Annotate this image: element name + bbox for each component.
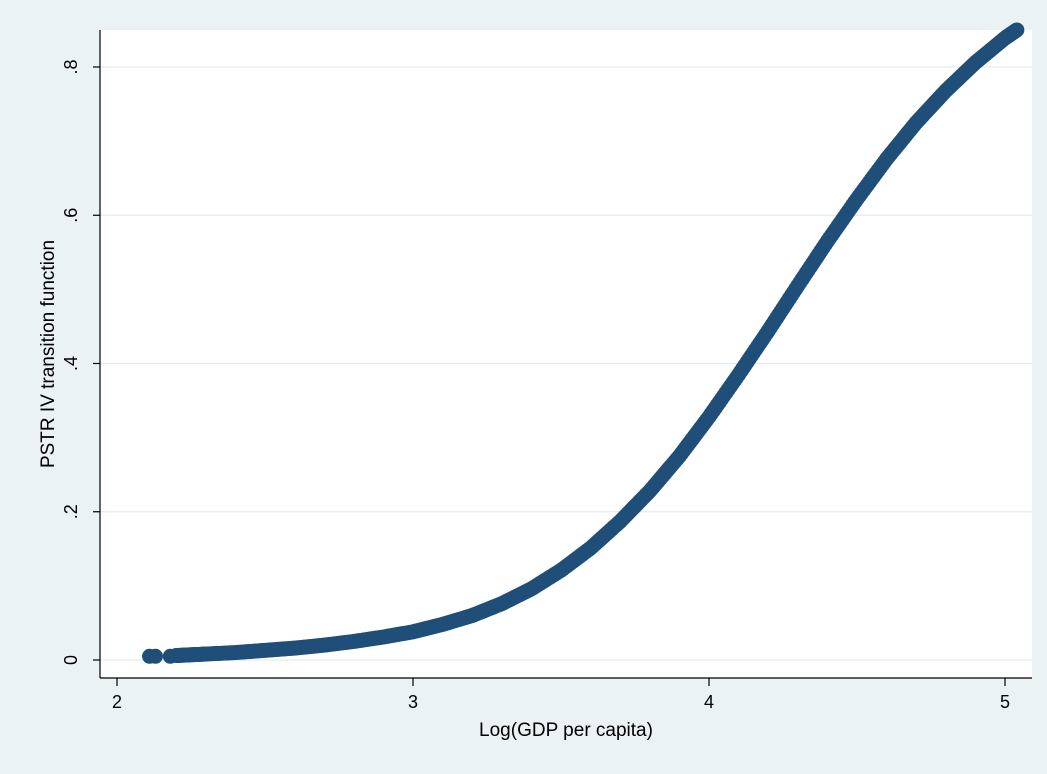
x-tick-label-0: 2 xyxy=(112,692,122,712)
y-tick-label-3: .6 xyxy=(61,208,81,223)
plot-area xyxy=(100,30,1032,678)
x-axis-label: Log(GDP per capita) xyxy=(479,720,653,741)
axis-layer xyxy=(99,30,1032,679)
y-tick-label-2: .4 xyxy=(61,356,81,371)
y-tick-label-0: 0 xyxy=(61,655,81,665)
data-point xyxy=(147,648,163,664)
x-tick-label-1: 3 xyxy=(408,692,418,712)
grid-layer xyxy=(100,66,1032,661)
data-point xyxy=(1009,22,1025,38)
y-tick-label-4: .8 xyxy=(61,59,81,74)
x-tick-label-2: 4 xyxy=(704,692,714,712)
point-layer xyxy=(142,22,1025,664)
y-axis-label: PSTR IV transition function xyxy=(38,240,59,468)
x-tick-label-3: 5 xyxy=(1000,692,1010,712)
y-tick-label-1: .2 xyxy=(61,504,81,519)
tick-layer: 0 .2 .4 .6 .8 2 3 4 5 xyxy=(61,59,1010,712)
